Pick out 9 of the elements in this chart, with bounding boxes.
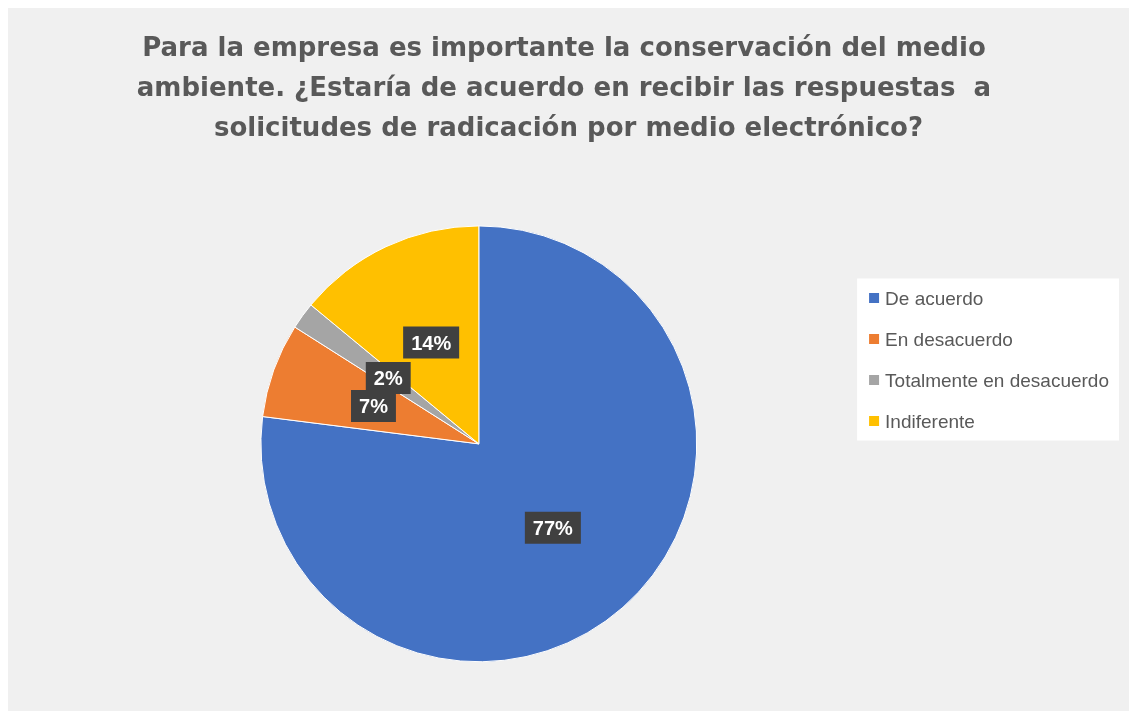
legend-label: De acuerdo (885, 287, 984, 309)
legend-label: Totalmente en desacuerdo (885, 369, 1110, 391)
legend-label: Indiferente (885, 410, 975, 432)
data-label: 7% (359, 394, 389, 417)
chart-title: Para la empresa es importante la conservación del medio ambiente. ¿Estaría de acuerdo en recibir las respuestas a solicitudes de radicación por medio electrónico? (136, 32, 1001, 142)
data-label: 77% (532, 516, 574, 539)
data-label: 14% (411, 331, 452, 354)
legend-label: En desacuerdo (885, 328, 1013, 350)
data-label: 2% (373, 367, 403, 390)
